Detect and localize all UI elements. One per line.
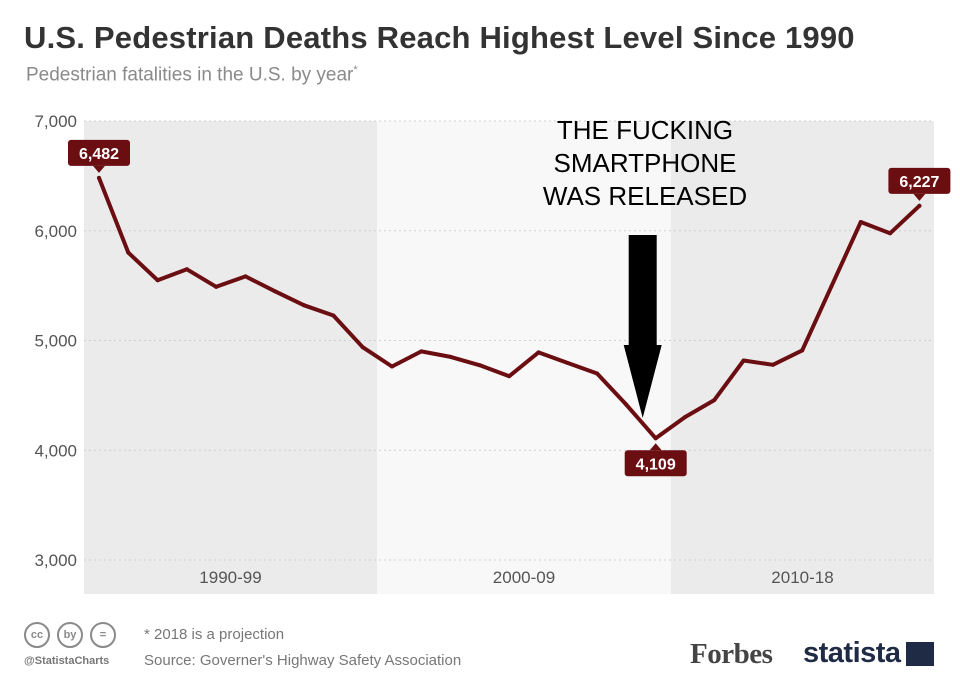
y-axis-labels: 3,000 4,000 5,000 6,000 7,000 (34, 112, 77, 570)
arrow-head (623, 345, 662, 418)
license-icons: cc by = (24, 622, 116, 648)
callout-pointer (649, 443, 662, 451)
data-point-2008 (624, 402, 629, 407)
data-point-2018 (917, 203, 922, 208)
data-point-2009 (653, 436, 658, 441)
data-point-1990 (97, 175, 101, 180)
data-point-1998 (331, 313, 336, 318)
data-point-2013 (770, 362, 775, 367)
chart-title: U.S. Pedestrian Deaths Reach Highest Lev… (24, 20, 855, 55)
data-point-1992 (155, 278, 160, 283)
decade-band-2000-09 (377, 121, 671, 594)
data-point-2015 (829, 284, 834, 289)
data-point-2000 (390, 364, 394, 369)
callout-pointer (913, 193, 926, 201)
data-point-2012 (741, 358, 746, 363)
callout-label: 6,482 (79, 146, 119, 163)
callout-1990: 6,482 (68, 139, 130, 173)
data-points (97, 175, 922, 441)
data-point-2014 (800, 348, 805, 353)
data-point-2003 (477, 363, 482, 368)
data-point-1993 (184, 267, 189, 272)
meme-line-3: WAS RELEASED (542, 181, 748, 211)
callout-label: 6,227 (899, 174, 939, 191)
chart-subtitle: Pedestrian fatalities in the U.S. by yea… (26, 64, 358, 86)
meme-line-1: THE FUCKING (556, 115, 734, 145)
data-point-2016 (858, 219, 863, 224)
data-point-2017 (888, 231, 893, 236)
statista-logo-mark-icon (906, 642, 934, 666)
callout-box (68, 139, 130, 166)
gridlines (84, 120, 934, 561)
data-point-1991 (126, 250, 131, 255)
subtitle-asterisk: * (353, 64, 358, 76)
data-point-1996 (272, 289, 277, 294)
no-derivatives-icon: = (90, 622, 116, 648)
statista-handle: @StatistaCharts (24, 655, 110, 667)
y-tick-label: 5,000 (34, 332, 77, 351)
callout-2009: 4,109 (624, 443, 687, 477)
data-point-1995 (243, 274, 248, 279)
creative-commons-icon: cc (24, 622, 50, 648)
data-point-2006 (565, 360, 570, 365)
decade-label: 2000-09 (493, 568, 555, 587)
forbes-logo: Forbes (690, 638, 773, 670)
decade-label: 1990-99 (199, 568, 261, 587)
y-tick-label: 7,000 (34, 112, 77, 131)
attribution-icon: by (57, 622, 83, 648)
meme-annotation: THE FUCKING SMARTPHONE WAS RELEASED (510, 114, 780, 213)
arrow-shaft (628, 235, 657, 345)
data-point-2011 (712, 398, 717, 403)
callouts: 6,482 4,109 6,227 (68, 139, 951, 477)
callout-label: 4,109 (636, 456, 676, 473)
data-point-2002 (448, 354, 453, 359)
decade-band-2010-18 (671, 121, 934, 594)
decade-labels: 1990-99 2000-09 2010-18 (199, 568, 833, 587)
annotation-arrow (623, 235, 662, 418)
y-tick-label: 4,000 (34, 441, 77, 460)
data-point-2004 (507, 374, 512, 379)
decade-label: 2010-18 (771, 568, 833, 587)
y-tick-label: 3,000 (34, 551, 77, 570)
data-point-1999 (360, 345, 365, 350)
projection-note: * 2018 is a projection (144, 626, 285, 643)
callout-box (624, 450, 687, 477)
statista-logo: statista (803, 637, 901, 669)
source-note: Source: Governer's Highway Safety Associ… (144, 652, 462, 669)
data-point-2005 (536, 350, 541, 355)
y-tick-label: 6,000 (34, 222, 77, 241)
data-point-2010 (683, 415, 687, 420)
data-point-1997 (302, 303, 307, 308)
meme-line-2: SMARTPHONE (553, 148, 737, 178)
data-point-1994 (214, 284, 219, 289)
callout-pointer (93, 165, 105, 173)
callout-2018: 6,227 (888, 167, 951, 201)
data-point-2001 (419, 349, 424, 354)
decade-band-1990-99 (84, 121, 377, 594)
callout-box (888, 167, 951, 194)
decade-bands (84, 121, 934, 594)
data-point-2007 (595, 371, 600, 376)
